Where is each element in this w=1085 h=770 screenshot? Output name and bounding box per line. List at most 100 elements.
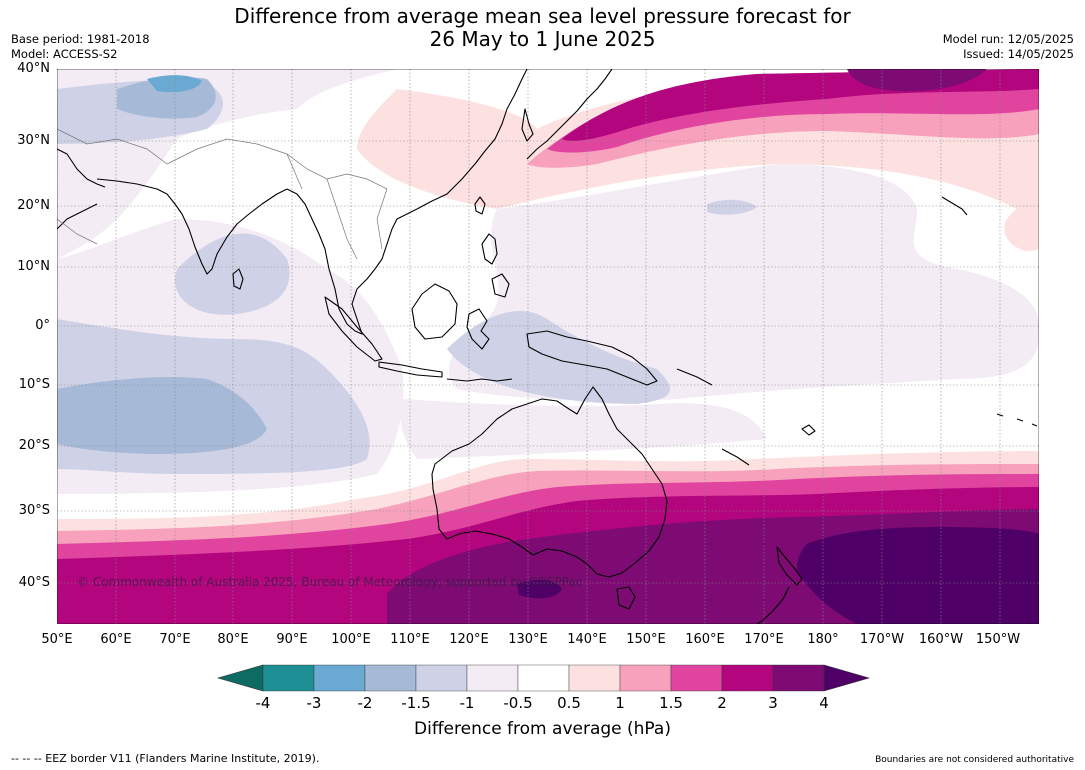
coast-hawaii <box>941 196 968 216</box>
colorbar-tick-neg05: -0.5 <box>503 694 533 712</box>
lon-label-130e: 130°E <box>508 632 548 647</box>
colorbar-tick-neg4: -4 <box>255 694 271 712</box>
coast-korea <box>521 108 534 142</box>
colorbar-extend-low <box>216 664 264 692</box>
coast-pacific-islands <box>996 413 1038 427</box>
coast-japan <box>526 69 613 160</box>
coast-lesser-sunda <box>446 378 513 382</box>
lat-label-20n: 20°N <box>17 198 50 213</box>
lon-label-50e: 50°E <box>41 632 73 647</box>
eez-note: -- -- -- EEZ border V11 (Flanders Marine… <box>11 752 320 765</box>
coast-malay <box>338 268 376 335</box>
lat-label-30s: 30°S <box>18 503 50 518</box>
copyright-notice: © Commonwealth of Australia 2025, Bureau… <box>77 575 583 589</box>
colorbar-segment <box>313 664 366 692</box>
coast-solomons <box>676 368 713 386</box>
anomaly-region-neg1-pacific-small <box>707 199 757 215</box>
coast-nz-south <box>756 586 790 624</box>
issued-date: Issued: 14/05/2025 <box>963 47 1074 61</box>
coast-arabia <box>57 148 106 188</box>
coast-sri-lanka <box>232 268 244 290</box>
colorbar-tick-neg3: -3 <box>306 694 322 712</box>
graticule <box>57 69 1039 624</box>
title-line-2: 26 May to 1 June 2025 <box>429 27 656 51</box>
coast-arabia-south <box>57 203 98 230</box>
pressure-anomaly-map <box>57 69 1039 624</box>
meta-left: Base period: 1981-2018 Model: ACCESS-S2 <box>11 32 150 62</box>
coast-nz-north <box>776 546 803 586</box>
lat-label-10n: 10°N <box>17 259 50 274</box>
colorbar-segment <box>466 664 519 692</box>
colorbar <box>216 664 871 692</box>
lat-label-20s: 20°S <box>18 438 50 453</box>
colorbar-segment <box>415 664 468 692</box>
colorbar-segment <box>670 664 723 692</box>
lon-label-160e: 160°E <box>685 632 725 647</box>
coast-china <box>416 69 528 210</box>
colorbar-tick-3: 3 <box>768 694 778 712</box>
coast-mindanao <box>491 273 510 298</box>
anomaly-region-neg1-bay <box>175 233 290 315</box>
coast-new-caledonia <box>721 448 750 466</box>
lon-label-170e: 170°E <box>744 632 784 647</box>
lon-label-180: 180° <box>807 632 839 647</box>
coast-luzon <box>481 233 498 265</box>
colorbar-segment <box>364 664 417 692</box>
lon-label-90e: 90°E <box>276 632 308 647</box>
lon-label-110e: 110°E <box>390 632 430 647</box>
colorbar-tick-4: 4 <box>819 694 829 712</box>
colorbar-tick-neg2: -2 <box>357 694 373 712</box>
coast-tasmania <box>616 586 636 610</box>
colorbar-segment <box>262 664 315 692</box>
anomaly-region-neg2-himalaya <box>147 75 202 93</box>
coast-borneo <box>411 283 458 340</box>
colorbar-tick-15: 1.5 <box>659 694 683 712</box>
boundary-note: Boundaries are not considered authoritat… <box>875 755 1074 765</box>
lon-label-160w: 160°W <box>918 632 964 647</box>
country-borders <box>57 128 388 260</box>
lon-label-70e: 70°E <box>159 632 191 647</box>
colorbar-title: Difference from average (hPa) <box>414 719 671 739</box>
colorbar-segment <box>517 664 570 692</box>
lon-label-150w: 150°W <box>975 632 1021 647</box>
coast-taiwan <box>474 196 486 215</box>
lon-label-170w: 170°W <box>859 632 905 647</box>
lon-label-60e: 60°E <box>100 632 132 647</box>
model-run: Model run: 12/05/2025 <box>942 32 1074 46</box>
coast-indochina <box>374 208 418 270</box>
coast-java <box>378 361 443 378</box>
colorbar-segment <box>568 664 621 692</box>
colorbar-tick-1: 1 <box>615 694 625 712</box>
lat-label-40s: 40°S <box>18 575 50 590</box>
lat-label-10s: 10°S <box>18 377 50 392</box>
anomaly-region-neg05-pacific <box>448 164 1039 401</box>
coast-india <box>166 188 288 275</box>
colorbar-tick-2: 2 <box>717 694 727 712</box>
base-period: Base period: 1981-2018 <box>11 32 150 46</box>
anomaly-band-south-4 <box>797 527 1039 624</box>
coast-sumatra <box>324 296 383 362</box>
coastlines <box>57 69 1038 624</box>
coast-new-guinea <box>526 330 658 386</box>
colorbar-segment <box>619 664 672 692</box>
coast-sulawesi <box>466 308 490 350</box>
colorbar-tick-neg1: -1 <box>459 694 475 712</box>
title-line-1: Difference from average mean sea level p… <box>234 4 851 28</box>
colorbar-tick-05: 0.5 <box>557 694 581 712</box>
coast-myanmar <box>286 188 340 310</box>
anomaly-region-neg05-tasman <box>400 399 767 459</box>
coast-fiji <box>801 424 816 436</box>
lon-label-150e: 150°E <box>626 632 666 647</box>
colorbar-tick-neg15: -1.5 <box>401 694 431 712</box>
anomaly-region-neg15-indian <box>57 377 267 454</box>
lat-label-40n: 40°N <box>17 61 50 76</box>
colorbar-segment <box>721 664 774 692</box>
anomaly-band-north-3 <box>847 69 987 92</box>
meta-right: Model run: 12/05/2025 Issued: 14/05/2025 <box>943 32 1074 62</box>
lon-label-80e: 80°E <box>217 632 249 647</box>
lat-label-equator: 0° <box>35 318 50 333</box>
lon-label-100e: 100°E <box>331 632 371 647</box>
lat-label-30n: 30°N <box>17 133 50 148</box>
lon-label-120e: 120°E <box>449 632 489 647</box>
lon-label-140e: 140°E <box>567 632 607 647</box>
